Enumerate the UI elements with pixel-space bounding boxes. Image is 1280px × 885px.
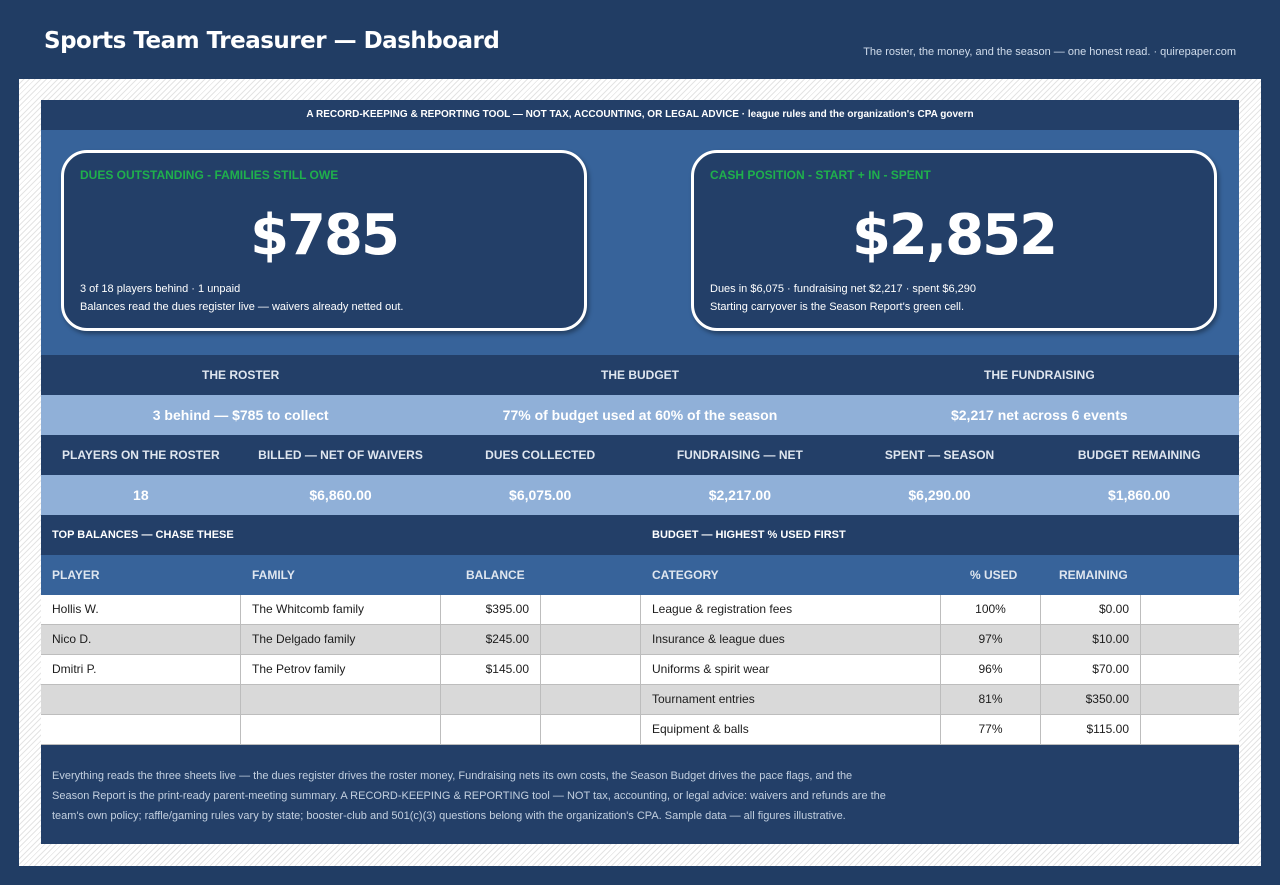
section-summary-fundraising: $2,217 net across 6 events — [950, 407, 1128, 423]
cell-family[interactable]: The Petrov family — [241, 655, 441, 685]
section-header-budget: THE BUDGET — [600, 368, 679, 382]
cell-remaining[interactable]: $70.00 — [1041, 655, 1141, 685]
cell-family[interactable] — [241, 685, 441, 715]
cell-empty[interactable] — [541, 685, 641, 715]
cell-remaining[interactable]: $350.00 — [1041, 685, 1141, 715]
cell-balance[interactable]: $395.00 — [441, 595, 541, 625]
kpi-label: DUES OUTSTANDING - FAMILIES STILL OWE — [80, 168, 339, 182]
stat-label-collected: DUES COLLECTED — [485, 448, 596, 462]
stat-labels: PLAYERS ON THE ROSTER BILLED — NET OF WA… — [41, 435, 1239, 475]
kpi-value: $785 — [250, 203, 400, 268]
table-row: Tournament entries 81% $350.00 — [41, 685, 1239, 715]
cell-pct-used[interactable]: 96% — [941, 655, 1041, 685]
cell-balance[interactable] — [441, 685, 541, 715]
cell-balance[interactable]: $245.00 — [441, 625, 541, 655]
footer-line: team's own policy; raffle/gaming rules v… — [52, 810, 846, 822]
kpi-value: $2,852 — [851, 203, 1058, 268]
dashboard-sheet: A RECORD-KEEPING & REPORTING TOOL — NOT … — [19, 79, 1261, 866]
section-header-fundraising: THE FUNDRAISING — [983, 368, 1095, 382]
kpi-note: Balances read the dues register live — w… — [80, 301, 404, 313]
page-title: Sports Team Treasurer — Dashboard — [44, 28, 500, 54]
cell-pct-used[interactable]: 100% — [941, 595, 1041, 625]
table-row: Hollis W. The Whitcomb family $395.00 Le… — [41, 595, 1239, 625]
kpi-note: Starting carryover is the Season Report'… — [710, 301, 964, 313]
cell-family[interactable]: The Delgado family — [241, 625, 441, 655]
page-tagline: The roster, the money, and the season — … — [863, 46, 1236, 58]
footer-line: Everything reads the three sheets live —… — [52, 770, 853, 782]
table-row: Dmitri P. The Petrov family $145.00 Unif… — [41, 655, 1239, 685]
stat-value-remaining: $1,860.00 — [1108, 487, 1171, 503]
cell-empty[interactable] — [541, 625, 641, 655]
section-summaries: 3 behind — $785 to collect 77% of budget… — [41, 395, 1239, 435]
cell-category[interactable]: Equipment & balls — [641, 715, 941, 745]
cell-player[interactable]: Nico D. — [41, 625, 241, 655]
kpi-label: CASH POSITION - START + IN - SPENT — [710, 168, 931, 182]
stat-value-billed: $6,860.00 — [309, 487, 372, 503]
cell-empty[interactable] — [1141, 655, 1239, 685]
footer-note: Everything reads the three sheets live —… — [52, 766, 932, 826]
column-header-pct-used: % USED — [970, 568, 1018, 582]
disclaimer-banner: A RECORD-KEEPING & REPORTING TOOL — NOT … — [41, 100, 1239, 130]
cell-empty[interactable] — [541, 715, 641, 745]
column-header-balance: BALANCE — [466, 568, 525, 582]
cell-empty[interactable] — [1141, 715, 1239, 745]
cell-category[interactable]: Insurance & league dues — [641, 625, 941, 655]
table-row: Equipment & balls 77% $115.00 — [41, 715, 1239, 745]
cell-pct-used[interactable]: 81% — [941, 685, 1041, 715]
kpi-band: DUES OUTSTANDING - FAMILIES STILL OWE $7… — [41, 130, 1239, 355]
kpi-card-dues-outstanding: DUES OUTSTANDING - FAMILIES STILL OWE $7… — [61, 150, 587, 331]
dashboard-panel: A RECORD-KEEPING & REPORTING TOOL — NOT … — [41, 100, 1239, 844]
stat-label-billed: BILLED — NET OF WAIVERS — [258, 448, 423, 462]
column-header-category: CATEGORY — [652, 568, 719, 582]
balances-title: TOP BALANCES — CHASE THESE — [52, 529, 234, 541]
stat-label-spent: SPENT — SEASON — [884, 448, 995, 462]
tables-body: Hollis W. The Whitcomb family $395.00 Le… — [41, 595, 1239, 745]
cell-player[interactable]: Hollis W. — [41, 595, 241, 625]
section-header-roster: THE ROSTER — [201, 368, 280, 382]
stat-label-players: PLAYERS ON THE ROSTER — [62, 448, 220, 462]
cell-empty[interactable] — [1141, 595, 1239, 625]
footer-line: Season Report is the print-ready parent-… — [52, 790, 886, 802]
table-header: PLAYER FAMILY BALANCE CATEGORY % USED RE… — [41, 555, 1239, 595]
cell-pct-used[interactable]: 97% — [941, 625, 1041, 655]
cell-remaining[interactable]: $115.00 — [1041, 715, 1141, 745]
stat-value-fundraising: $2,217.00 — [708, 487, 771, 503]
column-header-player: PLAYER — [52, 568, 100, 582]
stat-label-remaining: BUDGET REMAINING — [1077, 448, 1201, 462]
section-headers: THE ROSTER THE BUDGET THE FUNDRAISING — [41, 355, 1239, 395]
cell-category[interactable]: Uniforms & spirit wear — [641, 655, 941, 685]
cell-family[interactable] — [241, 715, 441, 745]
cell-category[interactable]: Tournament entries — [641, 685, 941, 715]
cell-player[interactable] — [41, 715, 241, 745]
cell-remaining[interactable]: $0.00 — [1041, 595, 1141, 625]
budget-title: BUDGET — HIGHEST % USED FIRST — [652, 529, 846, 541]
column-header-remaining: REMAINING — [1059, 568, 1128, 582]
stat-values: 18 $6,860.00 $6,075.00 $2,217.00 $6,290.… — [41, 475, 1239, 515]
cell-empty[interactable] — [1141, 625, 1239, 655]
stat-value-collected: $6,075.00 — [509, 487, 572, 503]
table-row: Nico D. The Delgado family $245.00 Insur… — [41, 625, 1239, 655]
cell-remaining[interactable]: $10.00 — [1041, 625, 1141, 655]
cell-family[interactable]: The Whitcomb family — [241, 595, 441, 625]
section-summary-roster: 3 behind — $785 to collect — [152, 407, 329, 423]
kpi-detail: Dues in $6,075 · fundraising net $2,217 … — [710, 283, 977, 295]
section-summary-budget: 77% of budget used at 60% of the season — [502, 407, 778, 423]
cell-category[interactable]: League & registration fees — [641, 595, 941, 625]
stat-value-spent: $6,290.00 — [908, 487, 971, 503]
cell-empty[interactable] — [541, 655, 641, 685]
cell-empty[interactable] — [541, 595, 641, 625]
kpi-detail: 3 of 18 players behind · 1 unpaid — [80, 283, 241, 295]
cell-balance[interactable] — [441, 715, 541, 745]
cell-player[interactable] — [41, 685, 241, 715]
cell-player[interactable]: Dmitri P. — [41, 655, 241, 685]
cell-empty[interactable] — [1141, 685, 1239, 715]
stat-value-players: 18 — [133, 487, 149, 503]
kpi-card-cash-position: CASH POSITION - START + IN - SPENT $2,85… — [691, 150, 1217, 331]
stat-label-fundraising: FUNDRAISING — NET — [676, 448, 803, 462]
cell-balance[interactable]: $145.00 — [441, 655, 541, 685]
column-header-family: FAMILY — [252, 568, 295, 582]
cell-pct-used[interactable]: 77% — [941, 715, 1041, 745]
